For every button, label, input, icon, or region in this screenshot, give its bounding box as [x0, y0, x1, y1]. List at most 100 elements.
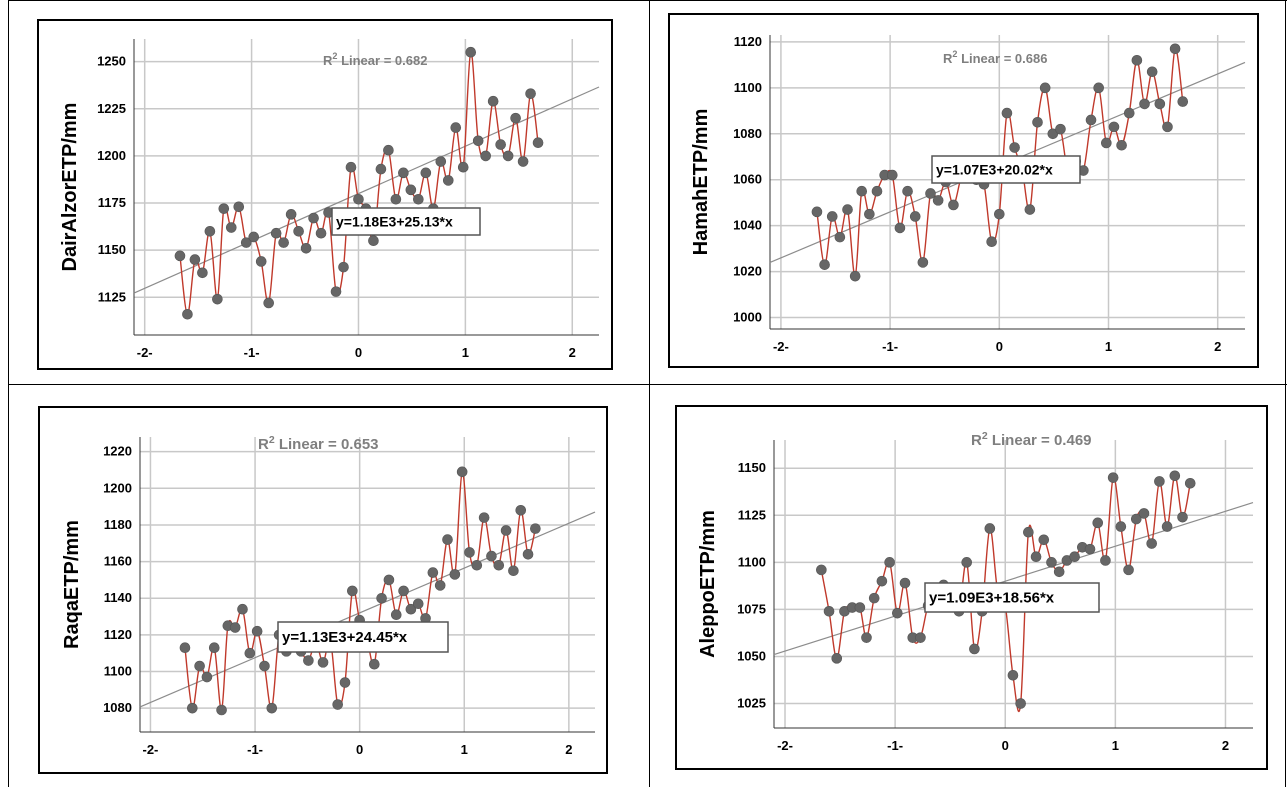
data-point [1169, 470, 1181, 482]
x-tick-label: 0 [355, 345, 362, 360]
fit-line [773, 501, 1254, 656]
y-tick-label: 1025 [737, 696, 766, 711]
data-point [894, 222, 906, 234]
y-tick-label: 1150 [98, 242, 126, 257]
data-point [229, 622, 241, 633]
x-tick-label: -2- [773, 339, 789, 354]
y-tick-label: 1100 [734, 80, 762, 95]
data-point [510, 112, 521, 124]
data-point [515, 504, 527, 516]
x-tick-label: 1 [461, 742, 468, 757]
data-point [457, 161, 469, 173]
data-point [201, 671, 213, 683]
data-point [500, 525, 512, 536]
data-point [478, 512, 490, 523]
equation-box [277, 621, 449, 653]
data-point [368, 658, 380, 670]
data-point [495, 139, 506, 150]
data-point [368, 235, 379, 247]
data-point [1015, 698, 1026, 709]
y-tick-label: 1125 [98, 289, 126, 304]
data-point [1030, 551, 1042, 563]
x-tick-label: 2 [565, 742, 572, 757]
data-point [1123, 564, 1134, 576]
data-point [390, 609, 402, 621]
data-point [849, 270, 861, 282]
data-point [237, 603, 248, 615]
fit-line [133, 86, 600, 294]
data-point [915, 632, 926, 643]
y-tick-label: 1000 [733, 310, 762, 325]
x-tick-label: -1- [247, 742, 263, 757]
data-point [871, 185, 883, 197]
data-point [1154, 476, 1165, 487]
y-tick-label: 1220 [103, 444, 132, 459]
data-point [917, 257, 929, 268]
data-point [338, 261, 349, 273]
y-tick-label: 1120 [104, 627, 132, 642]
data-point [864, 208, 875, 220]
y-tick-label: 1120 [734, 34, 762, 49]
data-point [508, 565, 519, 577]
data-point [1146, 538, 1157, 549]
x-tick-label: 2 [1222, 738, 1229, 753]
r2-label: R2 Linear = 0.686 [943, 49, 1047, 66]
data-point [278, 237, 289, 248]
y-tick-label: 1200 [103, 480, 132, 495]
data-point [1100, 555, 1111, 566]
data-point [442, 175, 454, 186]
data-point [405, 184, 417, 196]
grid-border-left [8, 0, 9, 787]
data-point [1169, 43, 1181, 55]
chart-hamah: 1000 1020 1040 1060 1080 1100 1120 -2- -1- 0 1 2 Ham… [690, 34, 1246, 354]
x-tick-label: 1 [1112, 738, 1119, 753]
data-point [517, 156, 529, 167]
data-point [390, 193, 402, 205]
y-tick-label: 1100 [104, 664, 132, 679]
data-point [189, 254, 201, 265]
y-tick-label: 1040 [733, 218, 762, 233]
data-point [1024, 204, 1036, 215]
data-point [502, 150, 514, 162]
data-point [472, 135, 484, 147]
data-point [854, 602, 866, 613]
data-point [263, 297, 274, 309]
data-point [1177, 511, 1188, 523]
data-point [834, 231, 846, 243]
y-tick-label: 1080 [103, 700, 132, 715]
data-point [1047, 128, 1059, 140]
fit-line [139, 511, 596, 708]
data-point [984, 523, 996, 534]
data-point [434, 580, 446, 591]
data-point [471, 559, 483, 571]
data-point [194, 660, 205, 672]
data-point [1039, 82, 1051, 94]
data-point [413, 193, 424, 205]
y-tick-label: 1175 [98, 195, 126, 210]
y-tick-label: 1050 [737, 648, 766, 663]
data-point [925, 188, 936, 199]
x-tick-label: -1- [887, 738, 903, 753]
r2-label: R2 Linear = 0.682 [323, 51, 427, 68]
data-point [204, 226, 216, 237]
y-tick-label: 1020 [733, 264, 762, 279]
data-point [932, 195, 944, 206]
data-point [861, 632, 872, 643]
data-point [902, 185, 913, 197]
y-axis-title: HamahETP/mm [690, 109, 712, 256]
data-point [1162, 121, 1173, 133]
data-point [375, 163, 387, 175]
chart-panel-raqa: 1080 1100 1120 1140 1160 1180 1200 1220 -2- -1- 0 1… [38, 406, 608, 774]
data-point [816, 564, 827, 576]
data-point [994, 208, 1005, 220]
data-point [218, 203, 230, 214]
data-point [899, 577, 911, 589]
data-point [1001, 107, 1013, 119]
data-point [186, 702, 198, 714]
equation-box [331, 207, 481, 236]
data-point [831, 653, 843, 664]
data-point [1138, 508, 1150, 519]
grid-border-right [1285, 0, 1286, 787]
data-point [449, 569, 461, 580]
